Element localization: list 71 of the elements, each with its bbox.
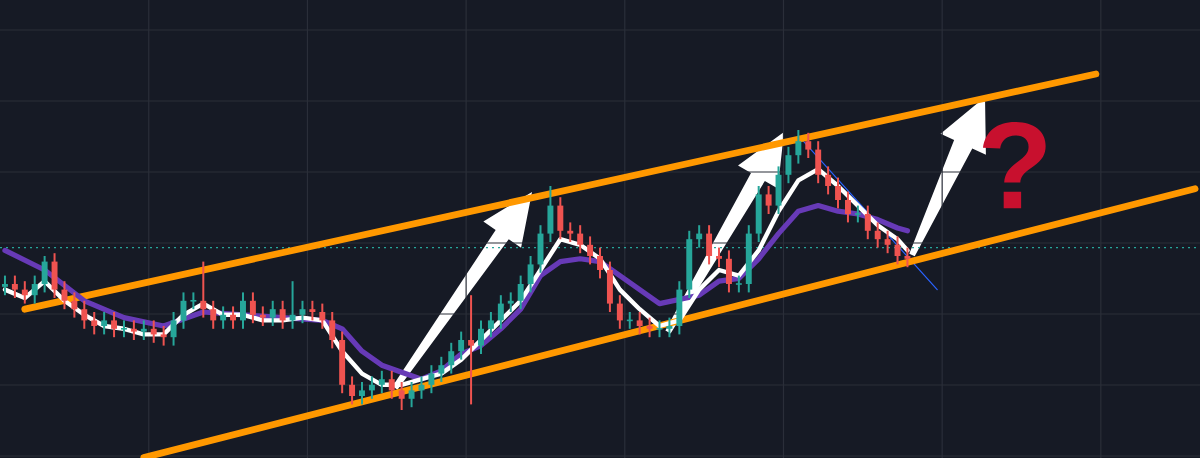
candlestick <box>666 316 673 339</box>
candlestick <box>478 319 484 355</box>
candlestick <box>299 299 306 325</box>
candlestick <box>835 176 841 210</box>
candlestick <box>706 224 713 266</box>
candlestick <box>844 190 851 224</box>
candlestick <box>279 299 286 330</box>
candlestick <box>904 246 911 269</box>
candlestick <box>140 319 147 341</box>
candlestick <box>527 255 534 294</box>
candlestick <box>210 299 217 330</box>
candlestick <box>597 246 603 280</box>
candlestick <box>349 375 356 406</box>
candlestick <box>41 255 48 294</box>
candlestick <box>487 311 494 339</box>
annotation: ? <box>982 121 1046 209</box>
candlestick <box>864 204 871 241</box>
candlestick <box>388 369 395 400</box>
candlestick <box>874 221 881 249</box>
candlestick <box>249 291 256 325</box>
candlestick <box>200 260 207 319</box>
candlestick <box>11 274 18 299</box>
candlestick <box>81 299 88 330</box>
candlestick <box>259 305 266 327</box>
candlestick <box>91 311 98 336</box>
candlestick <box>785 145 792 185</box>
candlestick <box>795 129 802 165</box>
candlestick <box>587 235 594 266</box>
candlestick <box>309 299 316 322</box>
candlestick <box>269 299 276 327</box>
candlestick <box>577 224 584 255</box>
candlestick <box>894 235 901 266</box>
candlestick <box>646 316 653 339</box>
candlestick <box>497 294 504 330</box>
candlestick <box>805 131 812 159</box>
candlestick <box>438 355 445 383</box>
candlestick <box>1 274 8 297</box>
candlestick <box>170 311 177 347</box>
candlestick <box>507 291 514 313</box>
candlestick <box>428 364 435 395</box>
candlestick <box>230 305 237 330</box>
candlestick <box>567 221 574 243</box>
candlestick <box>289 280 296 330</box>
candlestick <box>517 274 524 311</box>
candlestick <box>150 319 157 344</box>
candlestick <box>825 165 832 196</box>
candlestick <box>21 280 28 305</box>
candlestick <box>636 311 643 336</box>
candlestick <box>61 280 68 311</box>
candlestick <box>716 246 722 269</box>
candlestick <box>359 381 365 406</box>
candlestick <box>368 375 375 400</box>
candlestick <box>101 311 108 336</box>
candlestick <box>160 325 167 347</box>
candlestick <box>31 274 38 305</box>
candlestick <box>378 369 385 395</box>
candlestick <box>616 294 623 330</box>
candlestick <box>329 311 336 350</box>
candlestick <box>468 294 475 406</box>
candlestick <box>398 381 405 411</box>
candlestick <box>130 319 137 341</box>
candlestick <box>111 311 118 339</box>
candlestick <box>448 341 455 375</box>
candlestick <box>458 330 465 361</box>
candlestick <box>408 381 415 409</box>
candlestick <box>240 291 246 330</box>
candlestick <box>71 291 78 319</box>
candlestick <box>319 302 326 330</box>
candlestick <box>220 305 227 330</box>
candlestick <box>765 185 772 215</box>
candlestick <box>884 229 891 255</box>
